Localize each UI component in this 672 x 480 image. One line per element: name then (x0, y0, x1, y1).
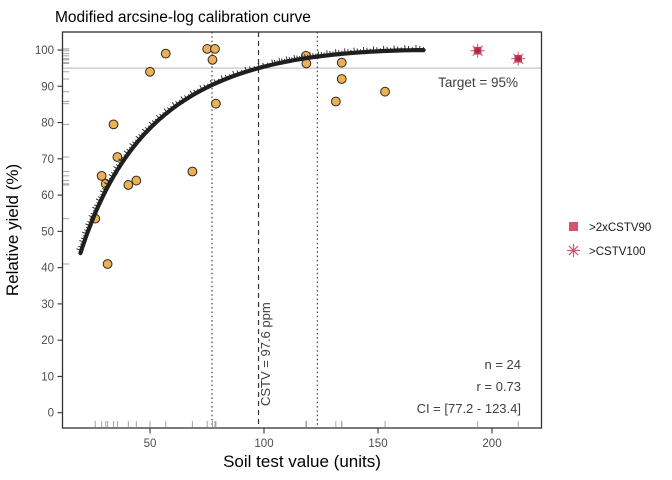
rug-marks (63, 48, 519, 427)
y-tick-label: 10 (41, 371, 54, 383)
high-stv-core (475, 48, 481, 54)
observation-point (210, 44, 220, 54)
observation-point (187, 166, 198, 177)
cstv-annotation: CSTV = 97.6 ppm (258, 302, 273, 406)
y-tick-label: 70 (41, 154, 54, 166)
observation-point (96, 170, 107, 181)
calibration-curve-path (78, 48, 426, 256)
x-tick-label: 50 (144, 438, 157, 450)
axis-ticks: 50 100 150 200 0 10 20 30 40 50 60 70 80 90 100 (35, 45, 502, 450)
y-tick-label: 100 (35, 45, 54, 57)
y-tick-label: 80 (41, 118, 54, 130)
observation-point (330, 96, 341, 107)
legend-label-2xcstv90: >2xCSTV90 (589, 222, 651, 234)
observation-point (336, 74, 347, 84)
observation-points (90, 44, 390, 269)
x-tick-label: 100 (254, 438, 273, 450)
reference-lines (62, 32, 542, 428)
y-axis-title: Relative yield (%) (3, 164, 22, 296)
n-annotation: n = 24 (484, 357, 521, 372)
y-tick-label: 30 (41, 299, 54, 311)
observation-point (336, 57, 347, 68)
legend-square-marker (569, 222, 578, 231)
high-stv-point (470, 43, 485, 58)
observation-point (210, 98, 221, 109)
plot-panel (62, 32, 542, 428)
panel-border (61, 31, 543, 429)
observation-point (207, 54, 218, 65)
y-tick-label: 40 (41, 263, 54, 275)
high-stv-core (515, 56, 521, 62)
observation-point (380, 86, 390, 97)
target-annotation: Target = 95% (438, 75, 518, 90)
y-tick-label: 60 (41, 190, 54, 202)
observation-point (131, 175, 142, 186)
chart-title: Modified arcsine-log calibration curve (55, 9, 311, 26)
observation-point (160, 48, 171, 59)
legend-label-cstv100: >CSTV100 (589, 246, 646, 258)
y-tick-label: 0 (48, 408, 54, 420)
observation-point (108, 119, 119, 130)
observation-point (102, 259, 113, 269)
ci-annotation: CI = [77.2 - 123.4] (417, 401, 521, 416)
fitted-curve (76, 45, 426, 256)
r-annotation: r = 0.73 (477, 379, 521, 394)
observation-point (123, 180, 134, 190)
y-tick-label: 20 (41, 335, 54, 347)
legend: >2xCSTV90 >CSTV100 (566, 222, 651, 258)
x-axis-title: Soil test value (units) (223, 452, 381, 471)
y-tick-label: 50 (41, 226, 54, 238)
high-stv-points (470, 43, 526, 66)
legend-asterisk-marker (566, 243, 581, 258)
high-stv-point (511, 51, 526, 66)
y-tick-label: 90 (41, 81, 54, 93)
x-tick-label: 150 (368, 438, 387, 450)
observation-point (145, 66, 155, 77)
x-tick-label: 200 (482, 438, 501, 450)
